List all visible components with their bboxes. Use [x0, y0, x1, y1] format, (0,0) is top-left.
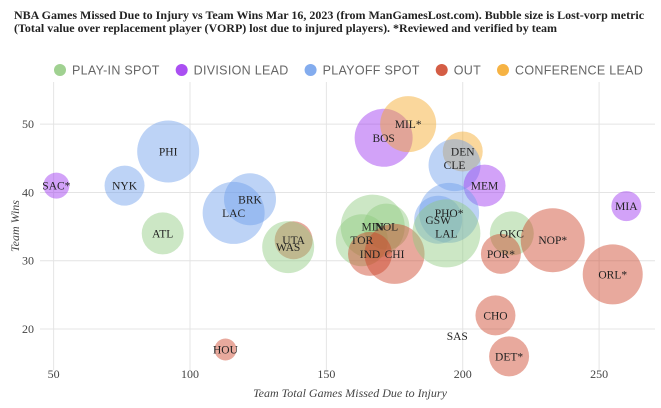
legend-marker [175, 64, 188, 76]
bubble-pho[interactable] [419, 182, 480, 243]
bubble-okc[interactable] [489, 211, 534, 256]
bubble-label: CHO [483, 310, 507, 322]
legend-item[interactable]: OUT [435, 64, 481, 78]
bubble-label: MIA [615, 201, 638, 213]
bubble-lal[interactable] [412, 199, 481, 268]
bubble-label: MIN [362, 222, 385, 234]
bubble-nyk[interactable] [104, 165, 145, 206]
bubble-label: BOS [372, 133, 394, 145]
bubble-label: CHI [385, 249, 405, 261]
bubble-label: ORL* [598, 269, 627, 281]
legend-label: DIVISION LEAD [194, 64, 289, 78]
y-tick-label: 20 [22, 322, 34, 336]
bubble-orl[interactable] [582, 244, 643, 305]
bubble-label: GSW [425, 215, 451, 227]
bubble-label: OKC [500, 228, 525, 240]
bubble-label: MEM [471, 181, 498, 193]
bubble-bos[interactable] [354, 108, 413, 167]
bubble-lac[interactable] [202, 181, 265, 244]
bubble-mem[interactable] [463, 164, 506, 207]
bubble-den[interactable] [442, 131, 483, 172]
legend-marker [54, 64, 66, 76]
legend-item[interactable]: CONFERENCE LEAD [497, 64, 643, 78]
bubble-label: NYK [112, 181, 138, 193]
title-line: NBA Games Missed Due to Injury vs Team W… [14, 8, 645, 22]
bubble-mia[interactable] [611, 191, 642, 222]
legend-label: OUT [454, 64, 481, 78]
legend-item[interactable]: PLAYOFF SPOT [304, 64, 420, 78]
bubble-label: NOL [375, 222, 399, 234]
bubble-label: TOR [350, 235, 373, 247]
bubble-label: CLE [444, 160, 466, 172]
bubble-ind[interactable] [348, 231, 392, 276]
x-tick-label: 200 [454, 367, 472, 381]
bubble-label: WAS [276, 242, 300, 254]
bubble-label: LAC [222, 208, 245, 220]
legend-item[interactable]: DIVISION LEAD [175, 64, 289, 78]
x-tick-label: 150 [317, 367, 335, 381]
bubble-label: ATL [152, 228, 173, 240]
y-tick-label: 40 [22, 185, 34, 199]
legend-label: PLAY-IN SPOT [72, 64, 160, 78]
legend-label: PLAYOFF SPOT [323, 64, 420, 78]
bubbles [43, 96, 643, 377]
bubble-label: PHI [159, 146, 178, 158]
legend-item[interactable]: PLAY-IN SPOT [54, 64, 160, 78]
bubble-nol[interactable] [363, 203, 410, 250]
bubble-label: SAS [447, 331, 468, 343]
legend-marker [497, 64, 510, 76]
chart-title: NBA Games Missed Due to Injury vs Team W… [14, 8, 645, 35]
y-axis-label: Team Wins [8, 200, 22, 252]
legend-marker [304, 64, 317, 76]
x-tick-label: 100 [181, 367, 199, 381]
bubble-label: NOP* [538, 235, 567, 247]
x-axis-ticks: 50 100 150 200 250 [48, 367, 608, 381]
bubble-was[interactable] [262, 221, 315, 274]
bubble-tor[interactable] [335, 214, 388, 267]
bubble-label: SAC* [42, 181, 70, 193]
bubble-mil[interactable] [380, 96, 437, 153]
legend-marker [435, 64, 448, 76]
bubble-nop[interactable] [520, 208, 585, 273]
bubble-chi[interactable] [364, 223, 425, 284]
y-axis-ticks: 20 30 40 50 [22, 117, 34, 336]
x-tick-label: 50 [48, 367, 60, 381]
bubble-label: DET* [495, 351, 523, 363]
bubble-label: IND [360, 249, 380, 261]
bubble-label: POR* [487, 249, 515, 261]
legend-label: CONFERENCE LEAD [515, 64, 643, 78]
bubble-min[interactable] [340, 194, 405, 259]
bubble-label: MIL* [395, 119, 422, 131]
bubble-cho[interactable] [475, 295, 516, 336]
bubble-label: PHO* [435, 208, 464, 220]
bubble-cle[interactable] [428, 139, 481, 192]
gridlines [40, 82, 655, 370]
bubble-label: UTA [282, 235, 305, 247]
bubble-label: DEN [451, 146, 475, 158]
title-line: (Total value over replacement player (VO… [14, 21, 557, 35]
x-axis-label: Team Total Games Missed Due to Injury [253, 386, 447, 400]
legend: PLAY-IN SPOT DIVISION LEAD PLAYOFF SPOT OUT… [54, 64, 643, 78]
bubble-sac[interactable] [43, 172, 70, 199]
bubble-uta[interactable] [274, 221, 313, 260]
bubble-gsw[interactable] [414, 195, 463, 244]
bubble-phi[interactable] [137, 120, 200, 183]
bubble-label: BRK [238, 194, 262, 206]
bubble-hou[interactable] [214, 338, 237, 361]
bubble-det[interactable] [489, 336, 530, 377]
bubble-label: LAL [435, 228, 457, 240]
x-tick-label: 250 [590, 367, 608, 381]
bubble-por[interactable] [480, 233, 521, 274]
y-tick-label: 30 [22, 254, 34, 268]
bubble-brk[interactable] [224, 173, 276, 226]
y-tick-label: 50 [22, 117, 34, 131]
bubble-atl[interactable] [141, 212, 184, 255]
bubble-label: HOU [213, 345, 239, 357]
